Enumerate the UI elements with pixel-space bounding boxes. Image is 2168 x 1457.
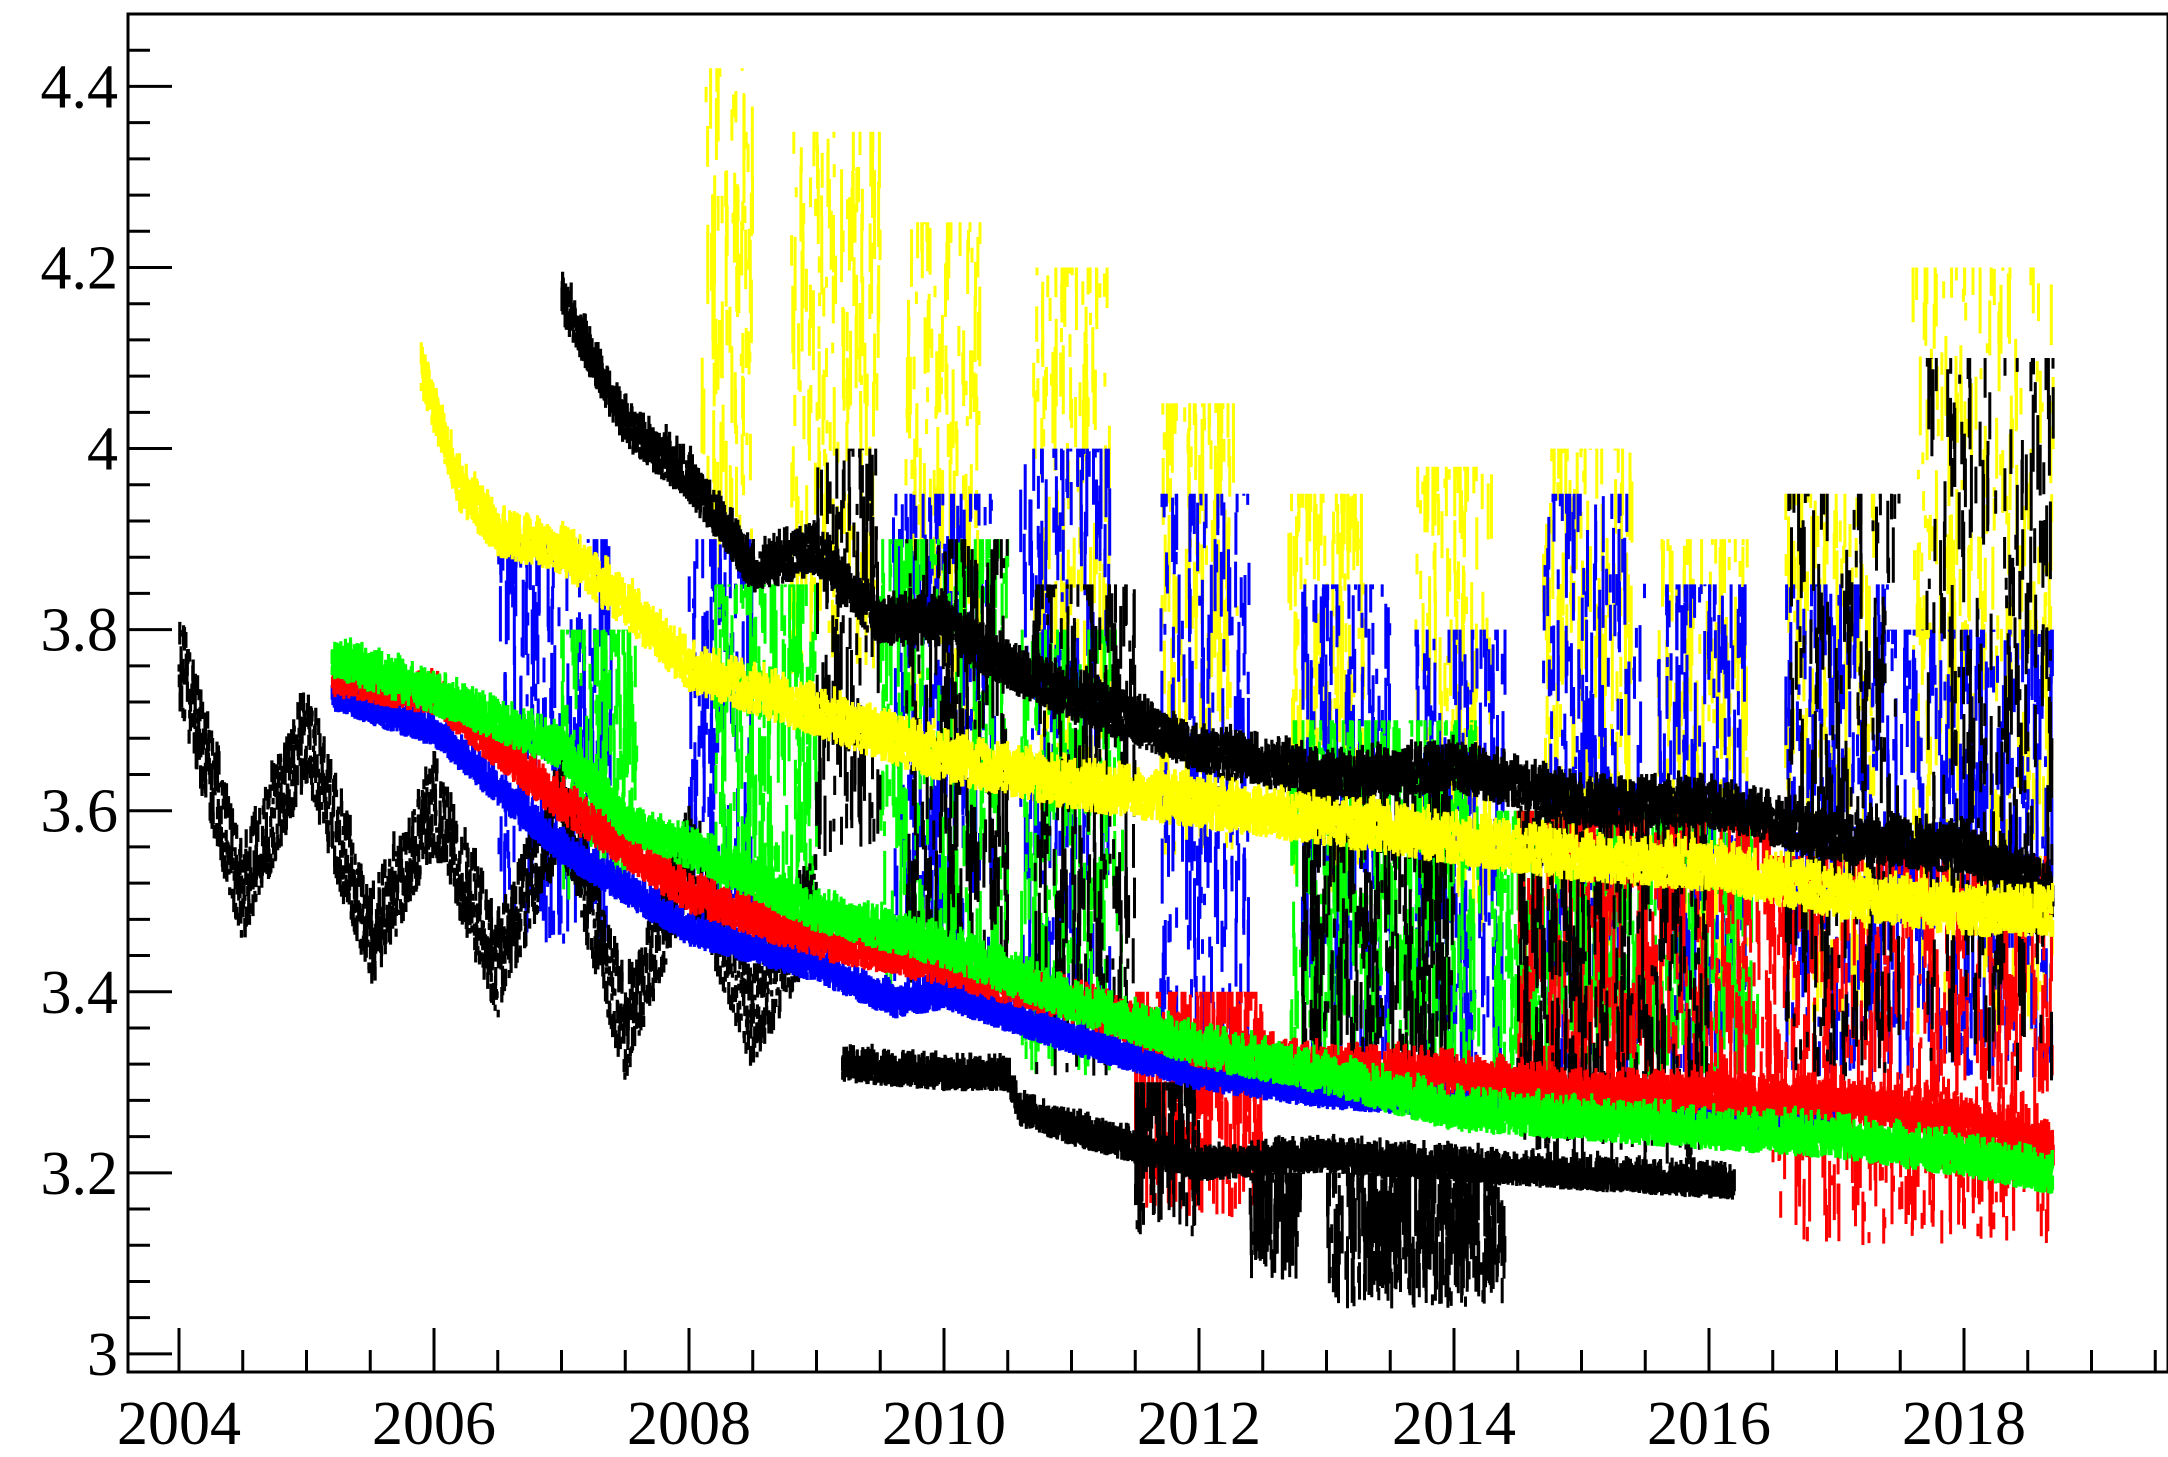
series-1 — [560, 271, 2055, 918]
y-tick-label: 3.6 — [41, 778, 119, 846]
y-axis: 3 3.2 3.4 3.6 3.8 4 4.2 4.4 — [41, 12, 172, 1389]
x-tick-label: 2018 — [1902, 1390, 2026, 1457]
x-tick-label: 2008 — [627, 1390, 751, 1457]
series-points — [560, 271, 2055, 918]
data-marks — [177, 68, 2055, 1309]
y-tick-label: 3.4 — [41, 959, 119, 1027]
y-tick-label: 3 — [87, 1321, 118, 1389]
x-axis: 2004 2006 2008 2010 2012 2014 2016 2018 — [117, 1328, 2157, 1457]
x-tick-label: 2014 — [1392, 1390, 1516, 1457]
burst-streaks — [1248, 1172, 1302, 1280]
y-tick-label: 4.2 — [41, 234, 119, 302]
series-points — [419, 342, 2055, 938]
x-tick-label: 2016 — [1647, 1390, 1771, 1457]
scatter-burst — [1248, 1172, 1302, 1280]
series-6 — [419, 342, 2055, 938]
series-points — [841, 1043, 1736, 1200]
series-points — [330, 637, 2055, 1194]
series-5 — [330, 637, 2055, 1194]
x-tick-label: 2004 — [117, 1390, 241, 1457]
series-2 — [841, 1043, 1736, 1200]
plot-frame — [126, 12, 2168, 1374]
y-tick-label: 4.4 — [41, 53, 119, 121]
y-tick-label: 3.8 — [41, 597, 119, 665]
y-tick-label: 4 — [87, 416, 118, 484]
y-tick-label: 3.2 — [41, 1140, 119, 1208]
x-tick-label: 2012 — [1137, 1390, 1261, 1457]
x-tick-label: 2006 — [372, 1390, 496, 1457]
x-tick-label: 2010 — [882, 1390, 1006, 1457]
